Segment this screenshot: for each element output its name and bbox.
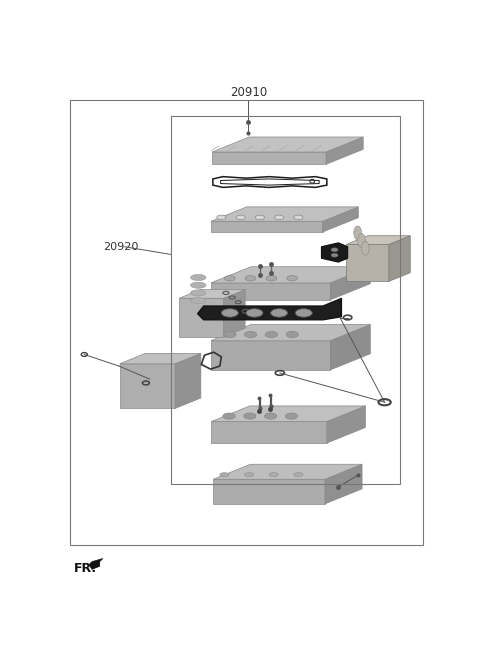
Polygon shape	[175, 353, 201, 409]
Ellipse shape	[358, 234, 365, 248]
Ellipse shape	[255, 215, 264, 219]
Polygon shape	[211, 283, 330, 300]
Ellipse shape	[244, 413, 256, 419]
Polygon shape	[197, 298, 341, 320]
Ellipse shape	[294, 472, 303, 476]
Ellipse shape	[285, 413, 298, 419]
Ellipse shape	[354, 226, 361, 240]
Ellipse shape	[287, 275, 298, 281]
Ellipse shape	[271, 309, 288, 317]
Polygon shape	[179, 290, 245, 298]
Polygon shape	[89, 558, 103, 570]
Ellipse shape	[223, 413, 235, 419]
Polygon shape	[224, 290, 245, 337]
Bar	[71, 101, 423, 545]
Ellipse shape	[217, 215, 226, 219]
Ellipse shape	[221, 309, 238, 317]
Ellipse shape	[331, 248, 338, 252]
Polygon shape	[211, 325, 370, 340]
Ellipse shape	[269, 472, 278, 476]
Ellipse shape	[245, 275, 256, 281]
Ellipse shape	[236, 215, 245, 219]
Polygon shape	[211, 340, 330, 370]
Polygon shape	[330, 325, 370, 370]
Ellipse shape	[220, 472, 229, 476]
Polygon shape	[212, 152, 326, 164]
Polygon shape	[211, 221, 323, 232]
Polygon shape	[323, 207, 358, 232]
Polygon shape	[211, 267, 370, 283]
Ellipse shape	[275, 215, 284, 219]
Ellipse shape	[191, 298, 206, 304]
Polygon shape	[330, 267, 370, 300]
Text: 20920: 20920	[104, 242, 139, 252]
Polygon shape	[322, 243, 348, 262]
Ellipse shape	[191, 290, 206, 296]
Polygon shape	[327, 406, 365, 443]
Ellipse shape	[265, 331, 277, 338]
Text: FR.: FR.	[73, 562, 96, 575]
Polygon shape	[213, 464, 362, 479]
Ellipse shape	[225, 275, 235, 281]
Bar	[170, 116, 400, 484]
Polygon shape	[212, 137, 363, 152]
Polygon shape	[325, 464, 362, 504]
Polygon shape	[211, 406, 365, 422]
Polygon shape	[326, 137, 363, 164]
Ellipse shape	[191, 275, 206, 281]
Text: 20910: 20910	[230, 86, 267, 99]
Polygon shape	[211, 207, 358, 221]
Polygon shape	[211, 422, 327, 443]
Polygon shape	[213, 479, 325, 504]
Ellipse shape	[244, 331, 257, 338]
Ellipse shape	[286, 331, 299, 338]
Ellipse shape	[294, 215, 303, 219]
Polygon shape	[347, 236, 410, 244]
Polygon shape	[389, 236, 410, 281]
Ellipse shape	[224, 331, 236, 338]
Ellipse shape	[266, 275, 277, 281]
Polygon shape	[120, 364, 175, 409]
Ellipse shape	[295, 309, 312, 317]
Ellipse shape	[191, 282, 206, 288]
Polygon shape	[347, 244, 389, 281]
Polygon shape	[120, 353, 201, 364]
Ellipse shape	[246, 309, 263, 317]
Ellipse shape	[264, 413, 277, 419]
Polygon shape	[179, 298, 224, 337]
Ellipse shape	[331, 253, 338, 257]
Ellipse shape	[361, 241, 369, 255]
Ellipse shape	[244, 472, 254, 476]
